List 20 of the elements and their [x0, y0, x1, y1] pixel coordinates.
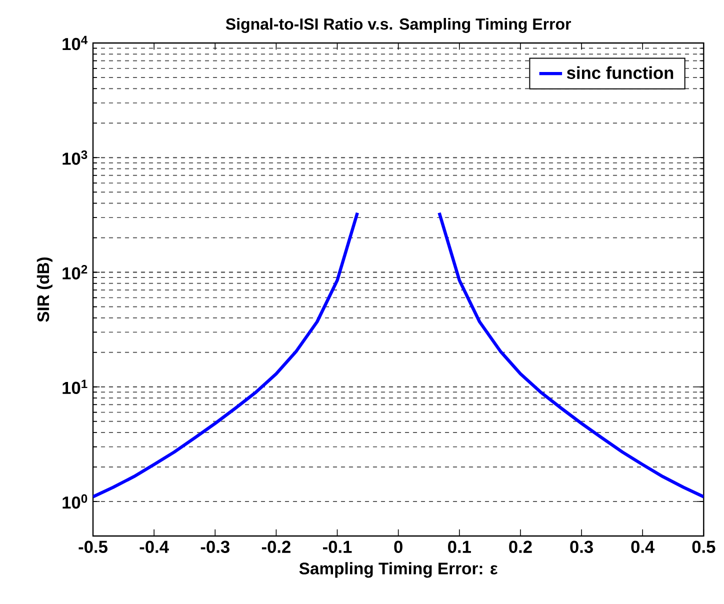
y-tick-label: 10$^{3}$	[62, 150, 88, 165]
x-tick-label: -0.2	[262, 540, 290, 553]
x-tick-label: -0.3	[200, 540, 230, 553]
y-tick-label: 10$^{1}$	[62, 380, 88, 394]
legend-label: sinc function	[566, 66, 674, 80]
x-tick-label: 0.1	[448, 540, 471, 553]
x-tick-label: 0.4	[631, 540, 655, 553]
x-tick-label: 0.3	[570, 540, 593, 553]
y-tick-label: 10$^{4}$	[62, 36, 88, 50]
x-axis-title: Sampling Timing Error: ε	[299, 562, 498, 578]
x-tick-label: -0.4	[140, 540, 169, 553]
x-tick-label: 0.5	[692, 540, 716, 553]
y-axis-title: SIR (dB)	[36, 257, 52, 322]
x-tick-label: 0.2	[509, 540, 532, 553]
x-tick-label: -0.1	[323, 540, 352, 553]
x-tick-label: 0	[394, 540, 402, 553]
y-tick-label: 10$^{2}$	[62, 265, 88, 280]
chart-title: Signal-to-ISI Ratio v.s. Sampling Timing Error	[226, 18, 572, 33]
x-tick-label: -0.5	[78, 540, 108, 553]
y-tick-label: 10$^{0}$	[62, 494, 88, 509]
